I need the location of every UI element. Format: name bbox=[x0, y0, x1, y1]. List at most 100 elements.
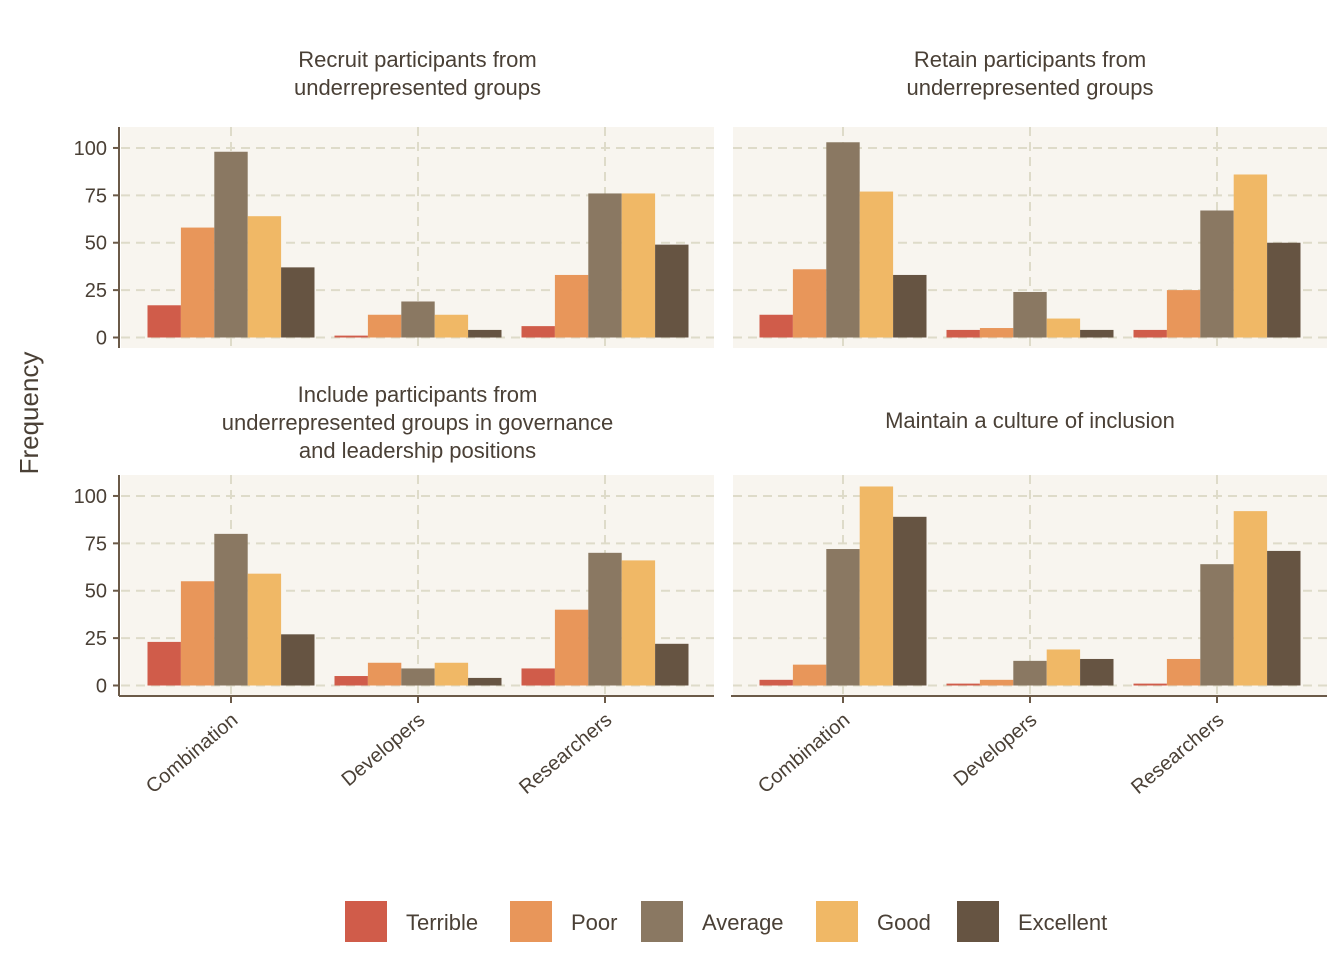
y-tick-label: 100 bbox=[74, 138, 107, 160]
facet-panel-1: Recruit participants from underrepresente… bbox=[74, 47, 714, 350]
bar-average-researchers bbox=[588, 193, 622, 338]
legend-label-excellent: Excellent bbox=[1018, 910, 1107, 935]
bar-average-combination bbox=[826, 142, 860, 338]
bar-excellent-developers bbox=[468, 329, 502, 338]
y-tick-label: 25 bbox=[85, 280, 107, 302]
bar-good-developers bbox=[1046, 649, 1081, 686]
bar-good-combination bbox=[247, 216, 282, 338]
y-tick-label: 50 bbox=[85, 233, 107, 255]
legend-swatch-good bbox=[816, 901, 858, 942]
bar-poor-combination bbox=[792, 269, 827, 338]
panel-title-line: underrepresented groups bbox=[294, 75, 541, 100]
bar-average-developers bbox=[1013, 660, 1047, 686]
bar-average-researchers bbox=[1200, 564, 1234, 686]
bar-average-researchers bbox=[588, 552, 622, 686]
legend-swatch-terrible bbox=[345, 901, 387, 942]
legend: Terrible Poor Average Good Excellent bbox=[345, 901, 1107, 942]
legend-label-good: Good bbox=[877, 910, 931, 935]
bar-terrible-developers bbox=[946, 683, 980, 686]
x-tick-label: Developers bbox=[950, 709, 1042, 791]
bar-terrible-combination bbox=[147, 305, 181, 338]
bar-good-combination bbox=[859, 191, 894, 338]
bar-poor-combination bbox=[180, 581, 215, 686]
bar-terrible-researchers bbox=[1133, 683, 1167, 686]
bar-excellent-combination bbox=[281, 634, 315, 686]
bar-excellent-combination bbox=[893, 516, 927, 686]
bar-good-combination bbox=[859, 486, 894, 686]
y-tick-label: 25 bbox=[85, 628, 107, 650]
legend-item-terrible: Terrible bbox=[345, 901, 478, 942]
bar-good-researchers bbox=[1233, 174, 1268, 338]
bar-terrible-combination bbox=[147, 641, 181, 686]
y-tick-label: 0 bbox=[96, 676, 107, 698]
bar-excellent-combination bbox=[893, 274, 927, 338]
panel-title-line: Retain participants from bbox=[914, 47, 1146, 72]
bar-excellent-developers bbox=[468, 677, 502, 686]
bar-excellent-researchers bbox=[655, 244, 689, 338]
y-axis-title: Frequency bbox=[14, 352, 44, 475]
y-tick-label: 50 bbox=[85, 581, 107, 603]
bar-average-researchers bbox=[1200, 210, 1234, 338]
x-tick-label: Developers bbox=[338, 709, 430, 791]
panel-title-line: Maintain a culture of inclusion bbox=[885, 408, 1175, 433]
bar-good-developers bbox=[1046, 318, 1081, 338]
bar-average-combination bbox=[214, 533, 248, 686]
facet-panel-4: Maintain a culture of inclusion Combinati… bbox=[731, 408, 1327, 799]
bar-poor-combination bbox=[180, 227, 215, 338]
y-tick-label: 75 bbox=[85, 533, 107, 555]
bar-terrible-combination bbox=[759, 679, 793, 686]
legend-item-good: Good bbox=[816, 901, 931, 942]
panel-title-line: underrepresented groups bbox=[906, 75, 1153, 100]
panel-title-line: and leadership positions bbox=[299, 438, 536, 463]
bar-terrible-developers bbox=[334, 676, 368, 686]
legend-item-average: Average bbox=[641, 901, 784, 942]
bar-average-developers bbox=[401, 301, 435, 338]
x-tick-label: Researchers bbox=[515, 709, 616, 799]
bar-good-researchers bbox=[621, 560, 656, 686]
bar-good-developers bbox=[434, 662, 469, 686]
bar-poor-developers bbox=[979, 679, 1014, 686]
bar-terrible-developers bbox=[946, 329, 980, 338]
legend-swatch-excellent bbox=[957, 901, 999, 942]
legend-swatch-poor bbox=[510, 901, 552, 942]
x-tick-label: Combination bbox=[142, 709, 242, 798]
bar-poor-developers bbox=[367, 662, 402, 686]
bar-excellent-combination bbox=[281, 267, 315, 338]
legend-item-poor: Poor bbox=[510, 901, 617, 942]
bar-excellent-researchers bbox=[1267, 242, 1301, 338]
bar-terrible-developers bbox=[334, 335, 368, 338]
bar-poor-researchers bbox=[554, 274, 589, 338]
bar-excellent-researchers bbox=[655, 643, 689, 686]
bar-poor-researchers bbox=[1166, 290, 1201, 338]
facet-panel-3: Include participants from underrepresente… bbox=[74, 382, 714, 799]
bar-poor-researchers bbox=[1166, 658, 1201, 686]
bar-good-researchers bbox=[1233, 511, 1268, 686]
x-tick-label: Researchers bbox=[1127, 709, 1228, 799]
bar-average-combination bbox=[826, 549, 860, 686]
legend-swatch-average bbox=[641, 901, 683, 942]
x-tick-label: Combination bbox=[754, 709, 854, 798]
panel-title-line: Include participants from bbox=[298, 382, 538, 407]
panel-title-line: underrepresented groups in governance bbox=[222, 410, 613, 435]
bar-good-combination bbox=[247, 573, 282, 686]
legend-label-average: Average bbox=[702, 910, 784, 935]
bar-terrible-combination bbox=[759, 314, 793, 338]
legend-label-poor: Poor bbox=[571, 910, 617, 935]
facet-panel-2: Retain participants from underrepresented… bbox=[733, 47, 1327, 348]
bar-terrible-researchers bbox=[521, 668, 555, 686]
panel-title-line: Recruit participants from bbox=[298, 47, 536, 72]
bar-excellent-developers bbox=[1080, 658, 1114, 686]
bar-poor-combination bbox=[792, 664, 827, 686]
bar-poor-researchers bbox=[554, 609, 589, 686]
bar-average-developers bbox=[1013, 292, 1047, 338]
bar-poor-developers bbox=[367, 314, 402, 338]
bar-terrible-researchers bbox=[521, 326, 555, 338]
bar-excellent-researchers bbox=[1267, 550, 1301, 686]
bar-average-developers bbox=[401, 668, 435, 686]
bar-poor-developers bbox=[979, 328, 1014, 338]
legend-label-terrible: Terrible bbox=[406, 910, 478, 935]
bar-excellent-developers bbox=[1080, 329, 1114, 338]
bar-terrible-researchers bbox=[1133, 329, 1167, 338]
